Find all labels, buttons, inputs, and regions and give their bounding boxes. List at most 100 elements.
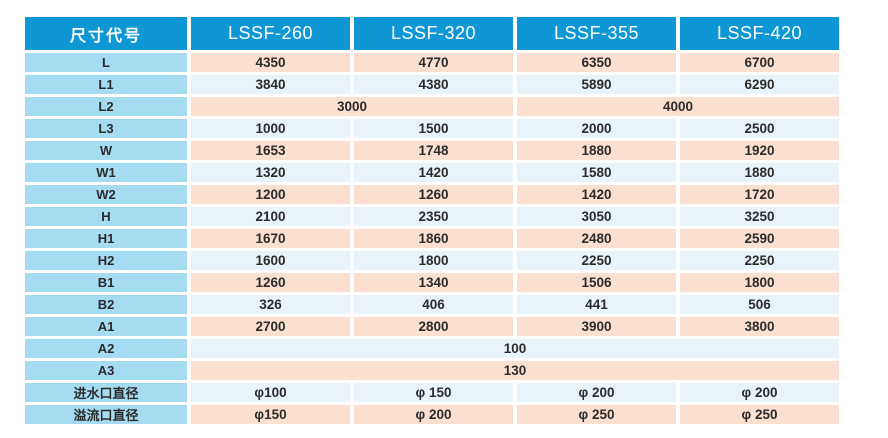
dimension-value-cell: φ 150 <box>354 383 513 402</box>
dimension-value-cell: 1653 <box>191 141 350 160</box>
column-header-lssf-320: LSSF-320 <box>354 17 513 50</box>
table-row: A3 130 <box>25 361 839 380</box>
row-label: H2 <box>25 251 187 270</box>
row-label: W1 <box>25 163 187 182</box>
dimension-value-cell: 2100 <box>191 207 350 226</box>
row-label: W2 <box>25 185 187 204</box>
dimension-value-cell: 1670 <box>191 229 350 248</box>
table-row: W2 1200 1260 1420 1720 <box>25 185 839 204</box>
table-row: W1 1320 1420 1580 1880 <box>25 163 839 182</box>
table-row: L1 3840 4380 5890 6290 <box>25 75 839 94</box>
dimension-value-cell: 3900 <box>517 317 676 336</box>
header-row: 尺寸代号 LSSF-260 LSSF-320 LSSF-355 LSSF-420 <box>25 17 839 50</box>
dimension-value-cell: 2800 <box>354 317 513 336</box>
dimension-value-cell: 3840 <box>191 75 350 94</box>
row-label: L3 <box>25 119 187 138</box>
dimension-value-cell: φ100 <box>191 383 350 402</box>
dimension-value-cell: 2700 <box>191 317 350 336</box>
row-label: L <box>25 53 187 72</box>
dimension-value-cell: 406 <box>354 295 513 314</box>
dimension-value-cell: 130 <box>191 361 839 380</box>
dimension-value-cell: 6350 <box>517 53 676 72</box>
table-row: H 2100 2350 3050 3250 <box>25 207 839 226</box>
dimension-value-cell: 1340 <box>354 273 513 292</box>
dimension-value-cell: 3250 <box>680 207 839 226</box>
table-header: 尺寸代号 LSSF-260 LSSF-320 LSSF-355 LSSF-420 <box>25 17 839 50</box>
row-label: A2 <box>25 339 187 358</box>
row-label: H1 <box>25 229 187 248</box>
dimension-value-cell: 1860 <box>354 229 513 248</box>
table-row: L3 1000 1500 2000 2500 <box>25 119 839 138</box>
dimension-value-cell: 2480 <box>517 229 676 248</box>
table-row: A2 100 <box>25 339 839 358</box>
table-row: H1 1670 1860 2480 2590 <box>25 229 839 248</box>
table-row: 溢流口直径 φ150 φ 200 φ 250 φ 250 <box>25 405 839 424</box>
dimension-value-cell: 1800 <box>680 273 839 292</box>
table-row: W 1653 1748 1880 1920 <box>25 141 839 160</box>
table-row: B2 326 406 441 506 <box>25 295 839 314</box>
row-label: 进水口直径 <box>25 383 187 402</box>
dimension-value-cell: 506 <box>680 295 839 314</box>
dimension-value-cell: 441 <box>517 295 676 314</box>
dimension-value-cell: 3800 <box>680 317 839 336</box>
dimension-value-cell: φ 200 <box>680 383 839 402</box>
dimension-value-cell: 4350 <box>191 53 350 72</box>
dimension-value-cell: 1720 <box>680 185 839 204</box>
dimension-value-cell: 1260 <box>191 273 350 292</box>
column-header-dimension-code: 尺寸代号 <box>25 17 187 50</box>
dimension-value-cell: 3050 <box>517 207 676 226</box>
row-label: W <box>25 141 187 160</box>
dimension-value-cell: 1800 <box>354 251 513 270</box>
row-label: H <box>25 207 187 226</box>
row-label: B2 <box>25 295 187 314</box>
table-body: L 4350 4770 6350 6700 L1 3840 4380 5890 6290 L2 300… <box>25 53 839 424</box>
dimension-value-cell: φ 200 <box>517 383 676 402</box>
dimension-value-cell: 1506 <box>517 273 676 292</box>
dimension-value-cell: 1920 <box>680 141 839 160</box>
row-label: A3 <box>25 361 187 380</box>
table-row: B1 1260 1340 1506 1800 <box>25 273 839 292</box>
dimension-value-cell: φ 250 <box>517 405 676 424</box>
dimension-value-cell: 1600 <box>191 251 350 270</box>
dimension-value-cell: 2350 <box>354 207 513 226</box>
dimension-value-cell: 4380 <box>354 75 513 94</box>
row-label: B1 <box>25 273 187 292</box>
dimension-value-cell: 6290 <box>680 75 839 94</box>
dimension-value-cell: 2500 <box>680 119 839 138</box>
row-label: L2 <box>25 97 187 116</box>
dimension-value-cell: 3000 <box>191 97 513 116</box>
dimension-value-cell: 1000 <box>191 119 350 138</box>
dimension-value-cell: φ 200 <box>354 405 513 424</box>
table-row: H2 1600 1800 2250 2250 <box>25 251 839 270</box>
row-label: A1 <box>25 317 187 336</box>
dimension-value-cell: 326 <box>191 295 350 314</box>
table-row: L2 3000 4000 <box>25 97 839 116</box>
dimension-value-cell: 1880 <box>680 163 839 182</box>
table-row: A1 2700 2800 3900 3800 <box>25 317 839 336</box>
dimension-value-cell: 2250 <box>517 251 676 270</box>
dimension-value-cell: 2250 <box>680 251 839 270</box>
column-header-lssf-420: LSSF-420 <box>680 17 839 50</box>
dimension-value-cell: 4770 <box>354 53 513 72</box>
dimension-value-cell: 1260 <box>354 185 513 204</box>
dimension-value-cell: 1880 <box>517 141 676 160</box>
dimension-value-cell: 1320 <box>191 163 350 182</box>
column-header-lssf-355: LSSF-355 <box>517 17 676 50</box>
dimension-value-cell: 2590 <box>680 229 839 248</box>
dimension-value-cell: 1200 <box>191 185 350 204</box>
dimension-value-cell: φ 250 <box>680 405 839 424</box>
dimension-value-cell: 1420 <box>517 185 676 204</box>
dimension-value-cell: 1500 <box>354 119 513 138</box>
dimension-value-cell: 1580 <box>517 163 676 182</box>
dimension-value-cell: 100 <box>191 339 839 358</box>
dimension-value-cell: 2000 <box>517 119 676 138</box>
row-label: L1 <box>25 75 187 94</box>
dimension-table: 尺寸代号 LSSF-260 LSSF-320 LSSF-355 LSSF-420… <box>21 14 843 427</box>
dimension-value-cell: 1748 <box>354 141 513 160</box>
dimension-value-cell: 6700 <box>680 53 839 72</box>
dimension-value-cell: 5890 <box>517 75 676 94</box>
table-row: L 4350 4770 6350 6700 <box>25 53 839 72</box>
row-label: 溢流口直径 <box>25 405 187 424</box>
dimension-value-cell: 1420 <box>354 163 513 182</box>
